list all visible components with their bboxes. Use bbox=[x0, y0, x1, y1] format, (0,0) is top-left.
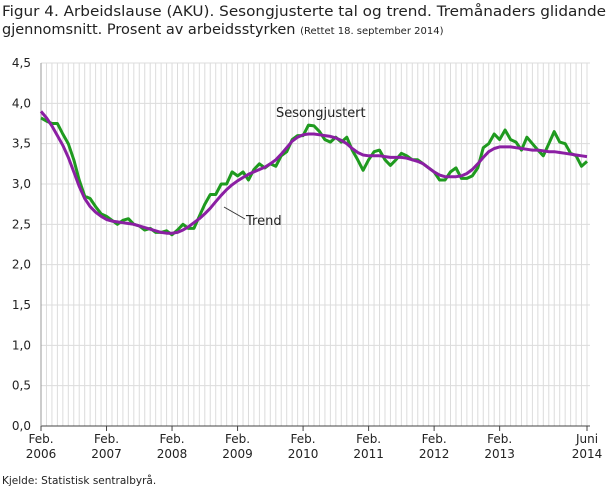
series-annotation: Trend bbox=[245, 214, 282, 229]
x-tick-label: Feb. 2009 bbox=[222, 432, 253, 461]
x-tick-label: Juni 2014 bbox=[572, 432, 603, 461]
x-tick-label: Feb. 2012 bbox=[419, 432, 450, 461]
x-tick-label: Feb. 2008 bbox=[157, 432, 188, 461]
y-tick-label: 0,5 bbox=[12, 379, 31, 393]
series-annotation: Sesongjustert bbox=[276, 106, 366, 121]
y-tick-label: 3,0 bbox=[12, 177, 31, 191]
x-tick-label: Feb. 2007 bbox=[91, 432, 122, 461]
series-line bbox=[40, 116, 588, 237]
y-tick-label: 4,0 bbox=[12, 96, 31, 110]
chart-subtitle: (Rettet 18. september 2014) bbox=[300, 26, 443, 37]
y-tick-label: 1,5 bbox=[12, 298, 31, 312]
chart-title: gjennomsnitt. Prosent av arbeidsstyrken … bbox=[2, 22, 444, 38]
y-tick-label: 1,0 bbox=[12, 338, 31, 352]
y-tick-label: 3,5 bbox=[12, 137, 31, 151]
series-line bbox=[39, 110, 588, 235]
x-tick-label: Feb. 2013 bbox=[484, 432, 515, 461]
annotation-leader bbox=[223, 206, 246, 220]
chart-title-line: gjennomsnitt. Prosent av arbeidsstyrken bbox=[2, 22, 295, 38]
y-tick-label: 0,0 bbox=[12, 419, 31, 433]
x-tick-label: Feb. 2011 bbox=[353, 432, 384, 461]
y-tick-label: 2,5 bbox=[12, 217, 31, 231]
x-tick-label: Feb. 2006 bbox=[26, 432, 57, 461]
x-tick-label: Feb. 2010 bbox=[288, 432, 319, 461]
y-tick-label: 2,0 bbox=[12, 258, 31, 272]
y-tick-label: 4,5 bbox=[12, 56, 31, 70]
source: Kjelde: Statistisk sentralbyrå. bbox=[2, 474, 156, 487]
chart-title: Figur 4. Arbeidslause (AKU). Sesongjuste… bbox=[2, 3, 606, 20]
